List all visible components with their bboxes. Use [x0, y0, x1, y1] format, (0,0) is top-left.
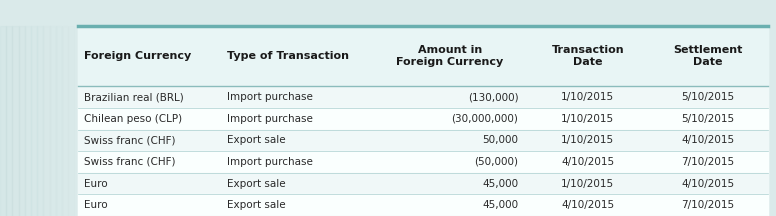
- Bar: [78, 108, 768, 130]
- Bar: [43, 26, 50, 216]
- Text: Export sale: Export sale: [227, 179, 286, 189]
- Bar: [25, 26, 31, 216]
- Text: Import purchase: Import purchase: [227, 157, 314, 167]
- Text: 4/10/2015: 4/10/2015: [561, 157, 615, 167]
- Text: Import purchase: Import purchase: [227, 114, 314, 124]
- Bar: [78, 194, 768, 216]
- Text: 4/10/2015: 4/10/2015: [561, 200, 615, 210]
- Bar: [50, 26, 56, 216]
- Bar: [19, 26, 25, 216]
- Text: 4/10/2015: 4/10/2015: [681, 179, 735, 189]
- Text: 1/10/2015: 1/10/2015: [561, 135, 615, 145]
- Text: Settlement
Date: Settlement Date: [674, 45, 743, 67]
- Text: Euro: Euro: [84, 200, 107, 210]
- Text: Import purchase: Import purchase: [227, 92, 314, 102]
- Bar: [78, 86, 768, 108]
- Text: 45,000: 45,000: [482, 200, 518, 210]
- Text: Chilean peso (CLP): Chilean peso (CLP): [84, 114, 182, 124]
- Text: Swiss franc (CHF): Swiss franc (CHF): [84, 135, 175, 145]
- Bar: [78, 130, 768, 151]
- Text: Brazilian real (BRL): Brazilian real (BRL): [84, 92, 184, 102]
- Text: 45,000: 45,000: [482, 179, 518, 189]
- Text: Amount in
Foreign Currency: Amount in Foreign Currency: [397, 45, 504, 67]
- Text: (130,000): (130,000): [468, 92, 518, 102]
- Text: Export sale: Export sale: [227, 135, 286, 145]
- Text: 1/10/2015: 1/10/2015: [561, 179, 615, 189]
- Text: Export sale: Export sale: [227, 200, 286, 210]
- Bar: [0, 26, 6, 216]
- Text: 7/10/2015: 7/10/2015: [681, 200, 735, 210]
- Bar: [68, 26, 74, 216]
- Bar: [78, 26, 768, 216]
- Text: Type of Transaction: Type of Transaction: [227, 51, 349, 61]
- Bar: [78, 151, 768, 173]
- Bar: [37, 26, 43, 216]
- Text: Transaction
Date: Transaction Date: [552, 45, 624, 67]
- Bar: [31, 26, 37, 216]
- Text: 4/10/2015: 4/10/2015: [681, 135, 735, 145]
- Text: (50,000): (50,000): [474, 157, 518, 167]
- Bar: [6, 26, 12, 216]
- Bar: [12, 26, 19, 216]
- Bar: [56, 26, 62, 216]
- Bar: [78, 173, 768, 194]
- Text: 5/10/2015: 5/10/2015: [681, 92, 735, 102]
- Bar: [62, 26, 68, 216]
- Bar: [78, 26, 768, 86]
- Text: 1/10/2015: 1/10/2015: [561, 114, 615, 124]
- Text: (30,000,000): (30,000,000): [452, 114, 518, 124]
- Text: 5/10/2015: 5/10/2015: [681, 114, 735, 124]
- Text: 1/10/2015: 1/10/2015: [561, 92, 615, 102]
- Text: Foreign Currency: Foreign Currency: [84, 51, 191, 61]
- Text: 50,000: 50,000: [483, 135, 518, 145]
- Text: Swiss franc (CHF): Swiss franc (CHF): [84, 157, 175, 167]
- Text: Euro: Euro: [84, 179, 107, 189]
- Text: 7/10/2015: 7/10/2015: [681, 157, 735, 167]
